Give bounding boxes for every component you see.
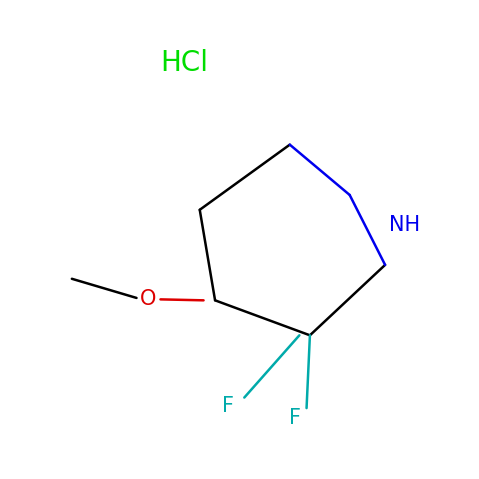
- Text: F: F: [222, 396, 234, 416]
- Text: HCl: HCl: [160, 49, 208, 77]
- Text: F: F: [289, 408, 301, 428]
- Text: NH: NH: [389, 215, 420, 235]
- Text: O: O: [140, 289, 156, 309]
